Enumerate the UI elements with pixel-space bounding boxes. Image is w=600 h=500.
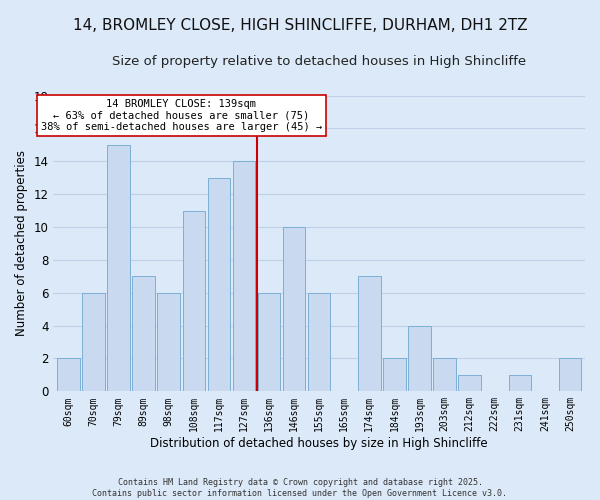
Bar [57,358,80,392]
Text: 14, BROMLEY CLOSE, HIGH SHINCLIFFE, DURHAM, DH1 2TZ: 14, BROMLEY CLOSE, HIGH SHINCLIFFE, DURH… [73,18,527,32]
Bar [283,227,305,392]
X-axis label: Distribution of detached houses by size in High Shincliffe: Distribution of detached houses by size … [151,437,488,450]
Bar [107,145,130,392]
Title: Size of property relative to detached houses in High Shincliffe: Size of property relative to detached ho… [112,55,526,68]
Bar [408,326,431,392]
Bar [208,178,230,392]
Bar [82,292,105,392]
Bar [509,375,531,392]
Text: 14 BROMLEY CLOSE: 139sqm
← 63% of detached houses are smaller (75)
38% of semi-d: 14 BROMLEY CLOSE: 139sqm ← 63% of detach… [41,99,322,132]
Bar [157,292,180,392]
Bar [383,358,406,392]
Text: Contains HM Land Registry data © Crown copyright and database right 2025.
Contai: Contains HM Land Registry data © Crown c… [92,478,508,498]
Bar [458,375,481,392]
Bar [258,292,280,392]
Bar [133,276,155,392]
Bar [358,276,380,392]
Bar [233,162,255,392]
Bar [308,292,331,392]
Y-axis label: Number of detached properties: Number of detached properties [15,150,28,336]
Bar [559,358,581,392]
Bar [182,210,205,392]
Bar [433,358,456,392]
